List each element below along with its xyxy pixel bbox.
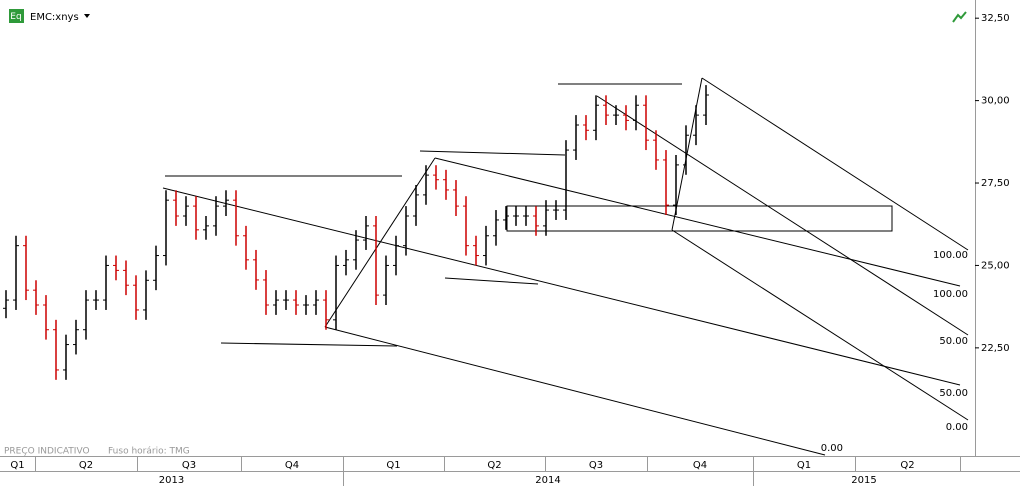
icon-text: Eq [10,12,21,22]
drawn-line [162,187,961,386]
annotation-label: 0.00 [946,422,968,433]
annotation-label: 0.00 [821,443,843,454]
annotation-label: 50.00 [939,336,968,347]
dropdown-arrow[interactable] [84,14,90,18]
footer-note: PREÇO INDICATIVO [4,447,90,457]
quarter-label: Q1 [386,460,400,471]
drawn-line [701,77,969,251]
year-label: 2013 [159,475,184,486]
year-label: 2014 [535,475,560,486]
drawn-line [671,229,969,421]
annotation-label: 100.00 [933,289,968,300]
trend-icon[interactable] [952,11,967,23]
y-tick-label: 22,50 [981,343,1010,354]
drawn-line [444,277,539,285]
quarter-label: Q3 [182,460,196,471]
quarter-label: Q2 [900,460,914,471]
drawn-box [506,205,893,232]
y-tick-label: 32,50 [981,13,1010,24]
drawn-line [596,95,969,336]
quarter-label: Q3 [589,460,603,471]
symbol-label[interactable]: EMC:xnys [30,12,79,23]
annotation-label: 50.00 [939,388,968,399]
y-tick-label: 30,00 [981,96,1010,107]
quarter-label: Q1 [797,460,811,471]
quarter-label: Q2 [79,460,93,471]
quarter-label: Q2 [487,460,501,471]
drawings [162,77,969,456]
quarter-label: Q4 [693,460,707,471]
quarter-label: Q4 [285,460,299,471]
drawn-line [434,157,961,287]
drawn-line [324,326,826,456]
symbol-icon[interactable] [9,9,24,23]
footer-timezone: Fuso horário: TMG [108,447,190,457]
quarter-label: Q1 [10,460,24,471]
year-label: 2015 [851,475,876,486]
y-tick-label: 27,50 [981,178,1010,189]
y-tick-label: 25,00 [981,260,1010,271]
annotation-label: 100.00 [933,250,968,261]
drawn-line [220,342,398,347]
drawn-line [419,150,566,156]
